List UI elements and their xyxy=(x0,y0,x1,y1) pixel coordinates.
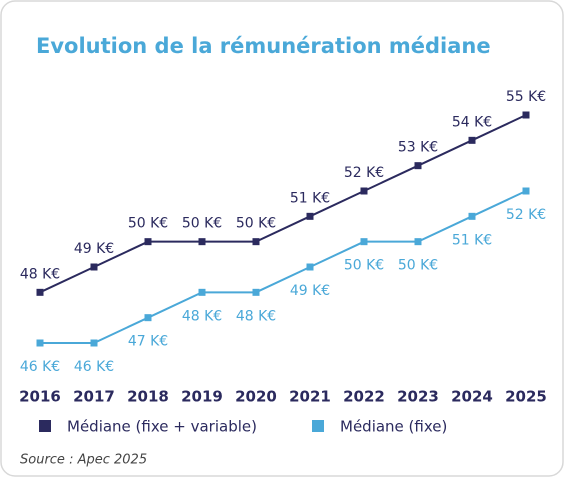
data-label: 49 K€ xyxy=(290,283,330,299)
x-tick-label: 2022 xyxy=(343,388,385,406)
x-tick-label: 2024 xyxy=(451,388,493,406)
data-label: 51 K€ xyxy=(290,190,330,206)
x-tick-label: 2016 xyxy=(19,388,61,406)
point xyxy=(252,238,260,246)
data-label: 54 K€ xyxy=(452,114,492,130)
x-tick-label: 2019 xyxy=(181,388,223,406)
legend-label: Médiane (fixe + variable) xyxy=(67,418,257,436)
data-label: 50 K€ xyxy=(128,216,168,232)
point xyxy=(36,288,44,296)
point xyxy=(414,238,422,246)
point xyxy=(414,162,422,170)
point xyxy=(360,238,368,246)
point xyxy=(522,111,530,119)
x-tick-label: 2025 xyxy=(505,388,547,406)
x-tick-label: 2020 xyxy=(235,388,277,406)
chart-title: Evolution de la rémunération médiane xyxy=(36,34,491,58)
data-label: 55 K€ xyxy=(506,89,546,105)
data-label: 49 K€ xyxy=(74,241,114,257)
point xyxy=(522,187,530,195)
data-label: 47 K€ xyxy=(128,334,168,350)
x-tick-label: 2021 xyxy=(289,388,331,406)
data-label: 52 K€ xyxy=(506,207,546,223)
point xyxy=(198,238,206,246)
data-label: 48 K€ xyxy=(236,308,276,324)
point xyxy=(360,187,368,195)
legend-label: Médiane (fixe) xyxy=(340,418,447,436)
point xyxy=(306,212,314,220)
point xyxy=(36,339,44,347)
point xyxy=(144,238,152,246)
legend-swatch xyxy=(39,420,51,432)
data-label: 52 K€ xyxy=(344,165,384,181)
series-line xyxy=(40,190,527,344)
data-label: 48 K€ xyxy=(20,266,60,282)
x-tick-label: 2018 xyxy=(127,388,169,406)
data-label: 46 K€ xyxy=(74,359,114,375)
point xyxy=(198,288,206,296)
data-label: 50 K€ xyxy=(398,258,438,274)
data-label: 46 K€ xyxy=(20,359,60,375)
series-line xyxy=(39,114,527,294)
data-label: 51 K€ xyxy=(452,232,492,248)
point xyxy=(90,339,98,347)
point xyxy=(144,314,152,322)
source: Source : Apec 2025 xyxy=(20,453,147,468)
data-label: 48 K€ xyxy=(182,308,222,324)
data-label: 50 K€ xyxy=(344,258,384,274)
point xyxy=(90,263,98,271)
data-label: 50 K€ xyxy=(236,216,276,232)
data-label: 50 K€ xyxy=(182,216,222,232)
data-label: 53 K€ xyxy=(398,140,438,156)
point xyxy=(468,212,476,220)
point xyxy=(252,288,260,296)
legend-swatch xyxy=(312,420,324,432)
point xyxy=(306,263,314,271)
x-tick-label: 2023 xyxy=(397,388,439,406)
point xyxy=(468,136,476,144)
x-tick-label: 2017 xyxy=(73,388,115,406)
